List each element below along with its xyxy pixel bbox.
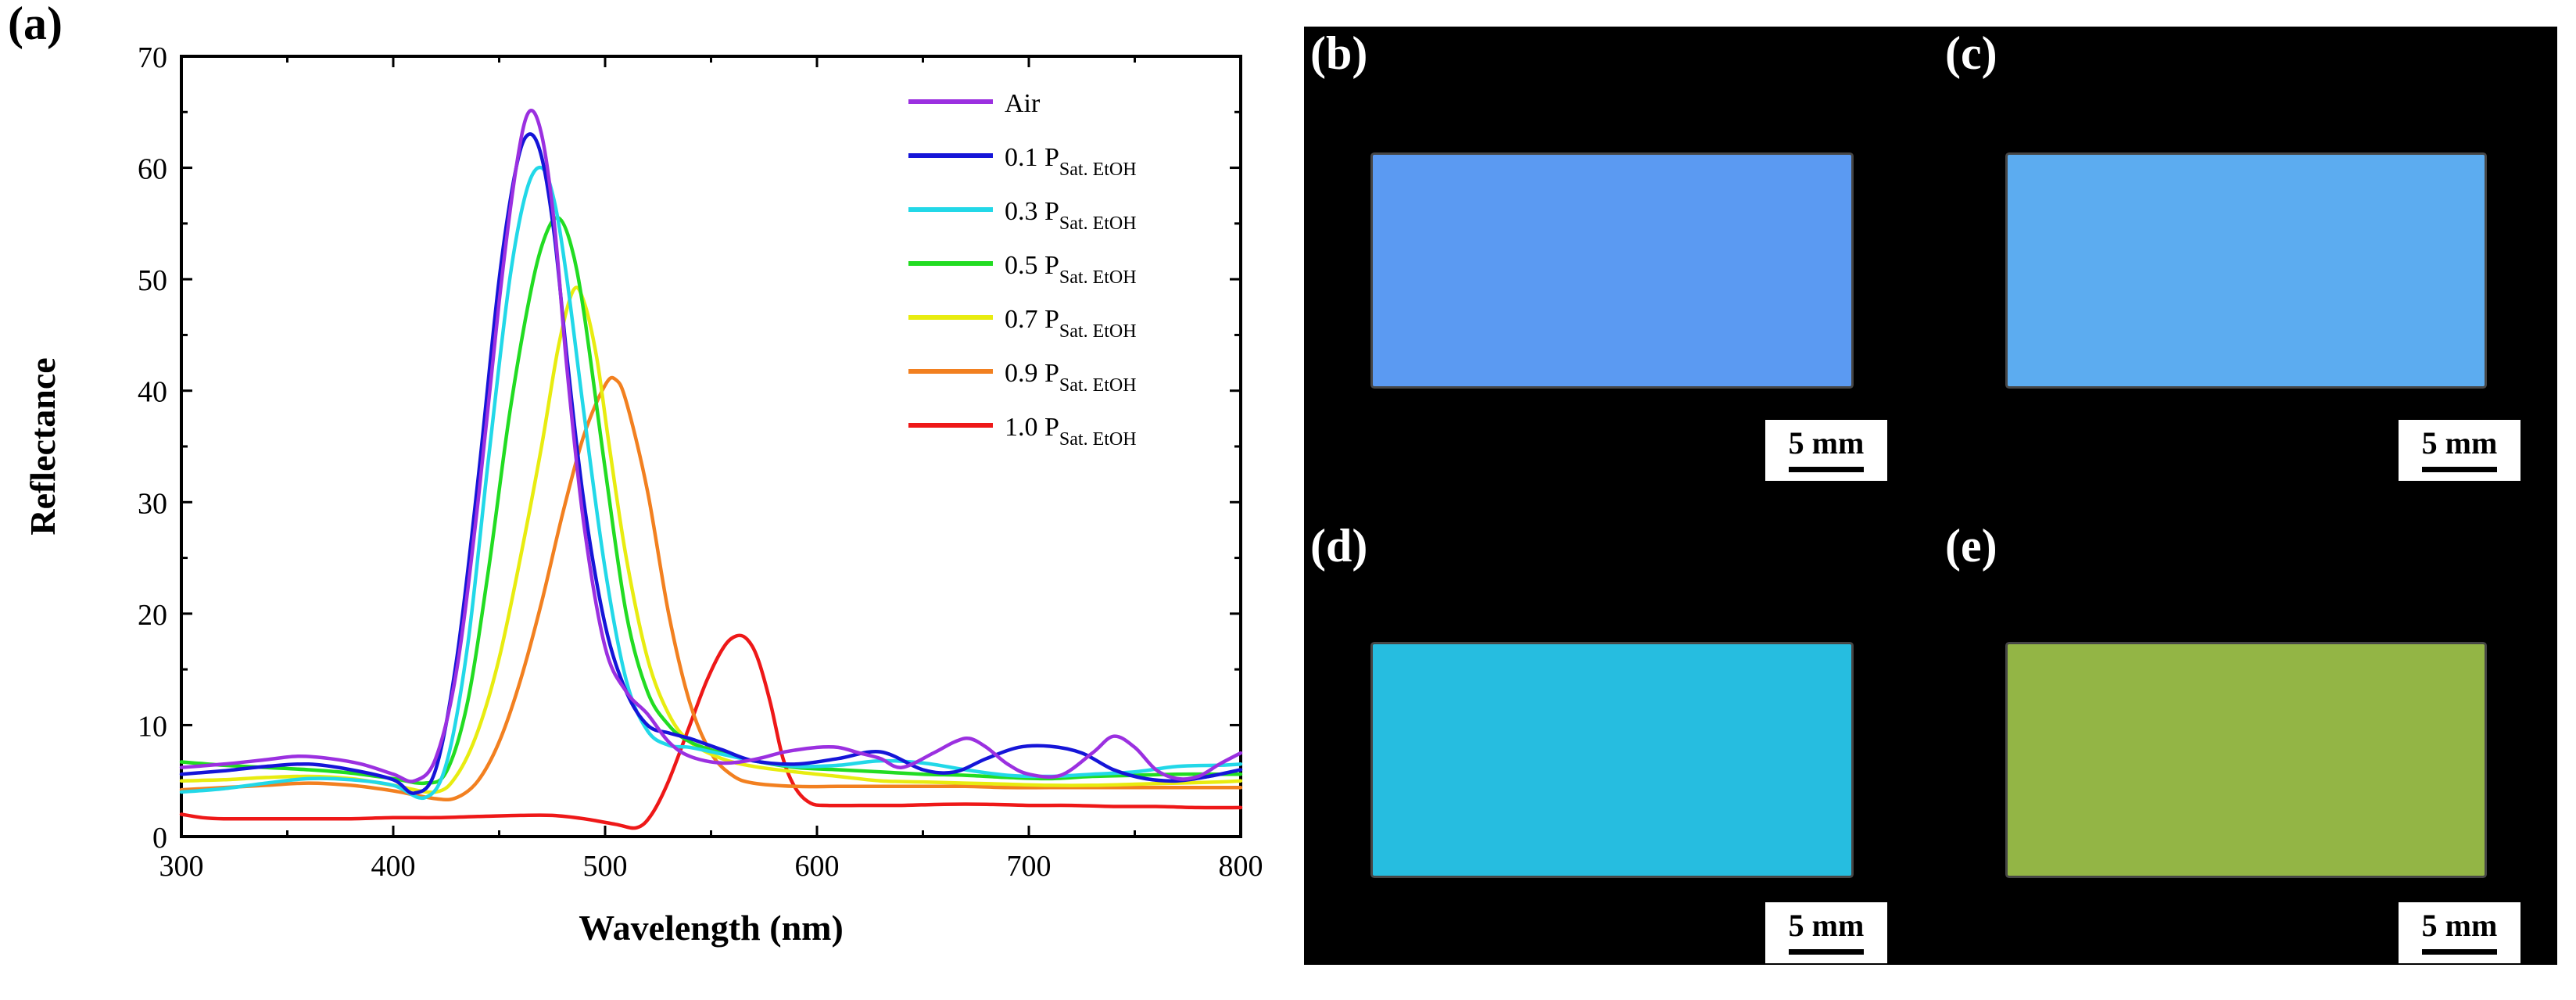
series-line-1 — [179, 132, 1243, 795]
scale-bar-d: 5 mm — [1765, 902, 1887, 963]
scale-bar-e: 5 mm — [2399, 902, 2520, 963]
curves — [179, 109, 1243, 830]
panel-b-label: (b) — [1310, 27, 1368, 79]
series-line-5 — [179, 375, 1243, 802]
photo-panel-e: (e) 5 mm — [1929, 496, 2557, 965]
y-tick-label: 40 — [138, 376, 167, 409]
legend-subscript: Sat. EtOH — [1059, 429, 1137, 450]
photo-panel-b: (b) 5 mm — [1304, 27, 1929, 496]
y-tick-label: 10 — [138, 710, 167, 743]
y-axis-label: Reflectance — [23, 357, 63, 535]
y-tick-label: 60 — [138, 153, 167, 186]
legend-label: 0.5 PSat. EtOH — [1005, 251, 1137, 288]
x-tick-label: 600 — [795, 850, 840, 883]
y-tick-label: 50 — [138, 264, 167, 297]
panel-c-label: (c) — [1945, 27, 1997, 79]
legend-subscript: Sat. EtOH — [1059, 321, 1137, 342]
legend-label: 0.7 PSat. EtOH — [1005, 305, 1137, 342]
x-tick-label: 500 — [583, 850, 628, 883]
legend-label: 1.0 PSat. EtOH — [1005, 413, 1137, 450]
y-tick-label: 30 — [138, 487, 167, 520]
sample-film-c — [2008, 155, 2485, 386]
series-line-2 — [179, 165, 1243, 801]
legend-label: 0.1 PSat. EtOH — [1005, 143, 1137, 180]
x-tick-label: 700 — [1007, 850, 1052, 883]
sample-film-d — [1373, 644, 1851, 876]
reflectance-chart: 0 10 20 30 40 50 60 70 300 400 500 600 700 800 Air 0.… — [23, 41, 1263, 948]
photo-panels: (b) 5 mm (c) 5 mm (d) 5 mm (e) 5 mm — [1304, 27, 2557, 965]
y-tick-label: 20 — [138, 599, 167, 632]
y-tick-label: 70 — [138, 41, 167, 74]
scale-bar-text: 5 mm — [1788, 425, 1865, 461]
y-tick-label: 0 — [152, 822, 167, 855]
scale-bar-text: 5 mm — [2421, 425, 2498, 461]
legend-subscript: Sat. EtOH — [1059, 213, 1137, 234]
panel-d-label: (d) — [1310, 520, 1368, 572]
legend-label: 0.9 PSat. EtOH — [1005, 359, 1137, 396]
x-axis-label: Wavelength (nm) — [579, 908, 844, 948]
sample-film-b — [1373, 155, 1851, 386]
panel-e-label: (e) — [1945, 520, 1997, 572]
legend-subscript: Sat. EtOH — [1059, 267, 1137, 288]
scale-bar-line — [1789, 467, 1864, 472]
series-line-3 — [179, 216, 1243, 786]
scale-bar-line — [2422, 467, 2497, 472]
scale-bar-c: 5 mm — [2399, 420, 2520, 481]
x-tick-label: 800 — [1219, 850, 1263, 883]
scale-bar-line — [2422, 949, 2497, 955]
photo-panel-d: (d) 5 mm — [1304, 496, 1929, 965]
panel-a-label: (a) — [8, 0, 63, 49]
sample-film-e — [2008, 644, 2485, 876]
series-line-6 — [179, 633, 1243, 830]
x-tick-label: 300 — [159, 850, 204, 883]
x-tick-label: 400 — [371, 850, 416, 883]
legend: Air 0.1 PSat. EtOH 0.3 PSat. EtOH 0.5 PSat.… — [908, 89, 1137, 450]
legend-label: 0.3 PSat. EtOH — [1005, 197, 1137, 234]
series-line-0 — [179, 109, 1243, 783]
photo-panel-c: (c) 5 mm — [1929, 27, 2557, 496]
scale-bar-b: 5 mm — [1765, 420, 1887, 481]
legend-label: Air — [1005, 89, 1041, 118]
legend-subscript: Sat. EtOH — [1059, 375, 1137, 396]
series-line-4 — [179, 285, 1243, 794]
y-axis: 0 10 20 30 40 50 60 70 — [138, 41, 1241, 855]
scale-bar-text: 5 mm — [1788, 908, 1865, 943]
scale-bar-line — [1789, 949, 1864, 955]
scale-bar-text: 5 mm — [2421, 908, 2498, 943]
x-axis: 300 400 500 600 700 800 — [159, 56, 1263, 883]
legend-subscript: Sat. EtOH — [1059, 159, 1137, 180]
